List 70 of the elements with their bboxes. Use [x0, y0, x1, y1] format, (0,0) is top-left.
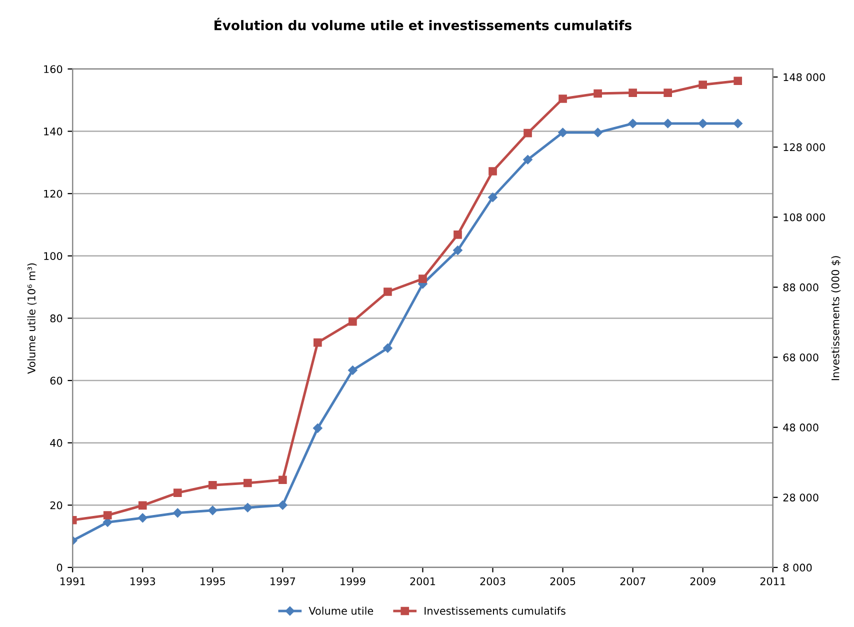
y-tick-label: 0 — [56, 564, 62, 572]
point — [243, 478, 252, 488]
point — [383, 343, 392, 353]
point — [208, 506, 218, 516]
y2-axis-title: Investissements (000 $) — [831, 256, 841, 380]
x-tick-label: 1995 — [200, 577, 225, 586]
x-tick-label: 2001 — [410, 577, 436, 586]
point — [524, 128, 532, 138]
point — [664, 88, 672, 97]
x-tick-label: 1993 — [130, 577, 156, 586]
point — [698, 118, 708, 128]
x-tick-label: 2011 — [760, 577, 786, 586]
point — [173, 508, 182, 518]
point — [384, 288, 392, 296]
point — [594, 89, 602, 98]
point — [243, 502, 252, 512]
point — [278, 500, 288, 510]
point — [278, 476, 287, 484]
point — [663, 118, 672, 128]
y2-tick-label: 28 000 — [783, 494, 818, 502]
y-tick-label: 20 — [50, 501, 62, 510]
point — [173, 488, 182, 497]
y2-tick-label: 88 000 — [783, 283, 818, 292]
point — [698, 80, 708, 89]
x-tick-label: 1991 — [60, 577, 85, 586]
y2-tick-label: 8 000 — [783, 564, 812, 572]
point — [558, 94, 567, 103]
point — [314, 338, 322, 347]
point — [208, 480, 217, 490]
point — [138, 501, 147, 510]
point — [488, 192, 498, 202]
x-tick-label: 2005 — [550, 577, 576, 586]
point — [348, 366, 358, 375]
point — [628, 88, 637, 97]
point — [488, 167, 497, 176]
y-tick-label: 160 — [44, 65, 62, 74]
y2-tick-label: 68 000 — [783, 353, 818, 362]
point — [418, 274, 427, 283]
point — [348, 317, 357, 326]
x-tick-label: 2003 — [480, 577, 506, 586]
y2-tick-label: 48 000 — [783, 424, 818, 432]
point — [558, 128, 568, 138]
point — [454, 230, 462, 239]
point — [733, 118, 742, 128]
chart-title: Évolution du volume utile et investissements cumulatifs — [214, 18, 632, 30]
x-tick-label: 1997 — [270, 577, 296, 586]
y2-tick-label: 128 000 — [784, 143, 825, 152]
point — [523, 155, 532, 164]
point — [138, 513, 148, 523]
y-tick-label: 140 — [44, 128, 62, 136]
legend-label: Investissements cumulatifs — [424, 606, 566, 615]
x-tick-label: 1999 — [340, 577, 366, 586]
y2-tick-label: 108 000 — [784, 213, 825, 222]
y2-tick-label: 148 000 — [784, 73, 825, 82]
point — [593, 128, 602, 138]
point — [453, 246, 462, 255]
point — [102, 518, 112, 527]
point — [313, 424, 322, 433]
point — [103, 511, 112, 520]
y-tick-label: 80 — [50, 314, 62, 322]
y-tick-label: 120 — [44, 190, 62, 198]
x-tick-label: 2007 — [620, 577, 646, 586]
y-tick-label: 40 — [50, 439, 62, 447]
legend-label: Volume utile — [308, 606, 374, 615]
point — [734, 76, 742, 86]
point — [628, 118, 638, 128]
y-axis-title: Volume utile (10⁶ m³) — [27, 263, 37, 374]
y-tick-label: 100 — [44, 252, 62, 260]
x-tick-label: 2009 — [690, 577, 716, 586]
y-tick-label: 60 — [50, 376, 62, 385]
